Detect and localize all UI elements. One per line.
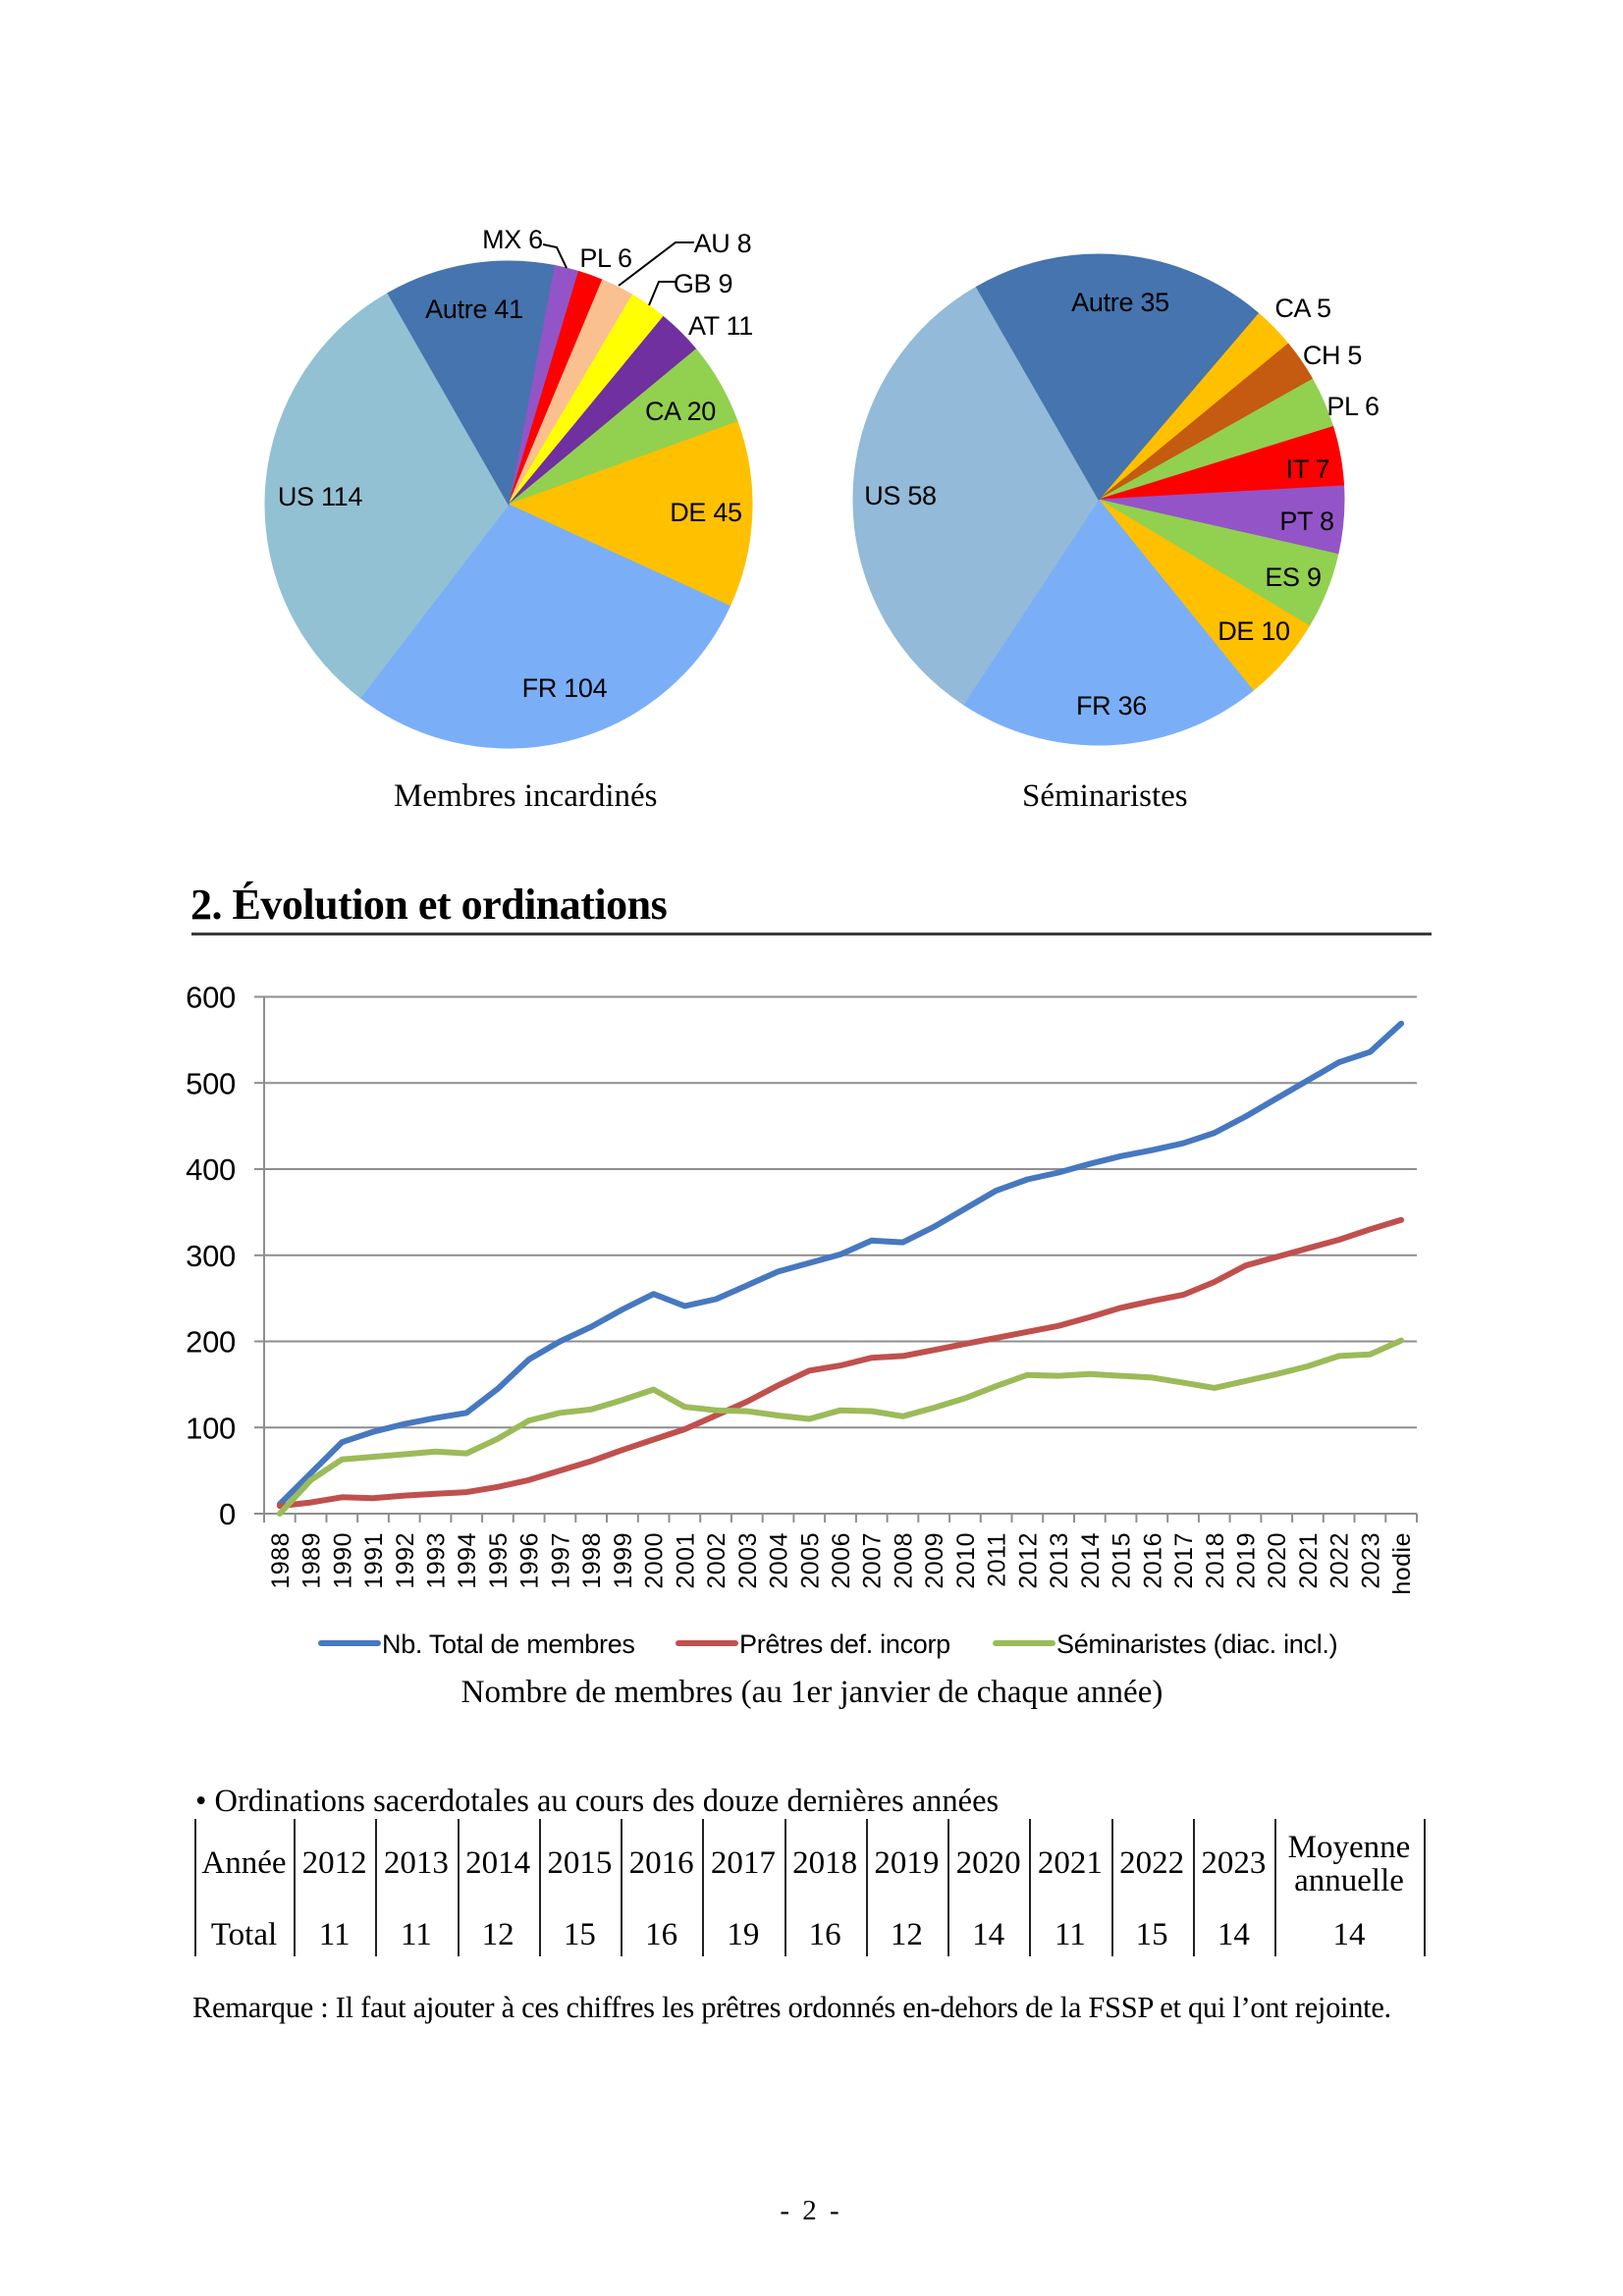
svg-text:2004: 2004 (766, 1532, 793, 1589)
svg-text:CA 5: CA 5 (1274, 294, 1330, 323)
svg-text:1995: 1995 (485, 1532, 513, 1589)
svg-text:2007: 2007 (859, 1532, 887, 1589)
svg-text:100: 100 (186, 1411, 236, 1445)
svg-text:2017: 2017 (1170, 1532, 1198, 1589)
svg-text:AT 11: AT 11 (688, 311, 753, 341)
svg-text:2008: 2008 (891, 1532, 918, 1589)
svg-text:Prêtres def. incorp: Prêtres def. incorp (739, 1629, 950, 1659)
svg-text:AU 8: AU 8 (694, 229, 752, 258)
svg-text:2003: 2003 (734, 1532, 762, 1589)
svg-text:2020: 2020 (1264, 1532, 1291, 1589)
svg-text:DE 10: DE 10 (1217, 616, 1290, 646)
svg-text:CH 5: CH 5 (1303, 341, 1362, 370)
svg-text:1996: 1996 (516, 1532, 544, 1589)
svg-text:ES 9: ES 9 (1265, 562, 1321, 592)
svg-text:300: 300 (186, 1239, 236, 1273)
svg-text:PL 6: PL 6 (1326, 392, 1379, 421)
svg-text:2002: 2002 (703, 1532, 730, 1589)
svg-text:Autre 41: Autre 41 (425, 294, 523, 324)
svg-text:PT 8: PT 8 (1279, 507, 1333, 536)
svg-text:1990: 1990 (329, 1532, 356, 1589)
svg-text:GB 9: GB 9 (674, 269, 732, 298)
svg-text:200: 200 (186, 1325, 236, 1360)
svg-text:PL 6: PL 6 (579, 243, 631, 273)
svg-text:2009: 2009 (921, 1532, 948, 1589)
svg-text:1988: 1988 (267, 1532, 295, 1589)
svg-text:Séminaristes (diac. incl.): Séminaristes (diac. incl.) (1056, 1629, 1337, 1659)
svg-text:1989: 1989 (298, 1532, 326, 1589)
svg-text:2023: 2023 (1357, 1532, 1384, 1589)
svg-text:IT 7: IT 7 (1286, 454, 1330, 484)
svg-text:FR 36: FR 36 (1076, 691, 1147, 721)
svg-text:1993: 1993 (423, 1532, 451, 1589)
svg-text:1991: 1991 (360, 1532, 388, 1589)
svg-text:2015: 2015 (1109, 1532, 1136, 1589)
svg-text:400: 400 (186, 1152, 236, 1187)
svg-text:1997: 1997 (547, 1532, 574, 1589)
svg-text:2001: 2001 (672, 1532, 699, 1589)
svg-text:2016: 2016 (1139, 1532, 1166, 1589)
svg-text:2022: 2022 (1326, 1532, 1354, 1589)
svg-text:2019: 2019 (1233, 1532, 1261, 1589)
svg-text:hodie: hodie (1388, 1532, 1416, 1595)
svg-text:CA 20: CA 20 (645, 397, 716, 426)
svg-text:FR 104: FR 104 (522, 673, 608, 703)
svg-text:2014: 2014 (1077, 1532, 1105, 1589)
svg-text:DE 45: DE 45 (670, 498, 742, 527)
svg-text:1999: 1999 (610, 1532, 637, 1589)
svg-text:0: 0 (219, 1497, 236, 1531)
svg-text:2011: 2011 (984, 1532, 1011, 1587)
svg-text:2018: 2018 (1202, 1532, 1229, 1589)
svg-text:1998: 1998 (578, 1532, 606, 1589)
svg-text:MX 6: MX 6 (482, 225, 543, 254)
svg-text:Nb. Total de membres: Nb. Total de membres (382, 1629, 635, 1659)
svg-text:US 114: US 114 (278, 482, 363, 511)
svg-text:2010: 2010 (952, 1532, 980, 1589)
svg-text:600: 600 (186, 981, 236, 1015)
svg-text:2006: 2006 (828, 1532, 855, 1589)
svg-text:1992: 1992 (392, 1532, 419, 1589)
svg-text:2013: 2013 (1046, 1532, 1073, 1589)
svg-text:2000: 2000 (641, 1532, 669, 1589)
svg-text:500: 500 (186, 1066, 236, 1100)
svg-text:1994: 1994 (454, 1532, 481, 1589)
svg-text:2005: 2005 (796, 1532, 824, 1589)
svg-text:Autre 35: Autre 35 (1071, 288, 1169, 317)
svg-text:US 58: US 58 (864, 481, 937, 510)
svg-text:2021: 2021 (1295, 1532, 1323, 1589)
svg-text:2012: 2012 (1014, 1532, 1042, 1589)
